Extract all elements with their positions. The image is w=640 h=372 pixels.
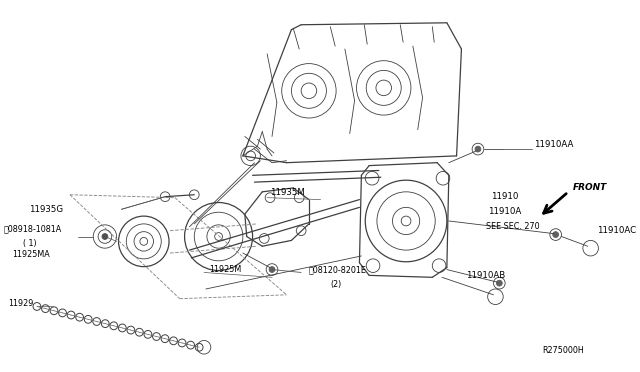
Circle shape [553,232,559,237]
Text: Ⓑ08120-8201E: Ⓑ08120-8201E [309,265,367,274]
Text: 11925MA: 11925MA [12,250,49,260]
Text: ( 1): ( 1) [23,239,37,248]
Text: 11935M: 11935M [270,188,305,197]
Text: FRONT: FRONT [573,183,607,192]
Text: R275000H: R275000H [542,346,584,355]
Text: 11910: 11910 [491,192,518,201]
Text: 11910A: 11910A [488,207,521,216]
Circle shape [497,280,502,286]
Text: 11910AA: 11910AA [534,140,573,149]
Circle shape [269,267,275,272]
Text: 11935G: 11935G [29,205,63,214]
Circle shape [102,234,108,240]
Circle shape [475,146,481,152]
Text: 11925M: 11925M [209,265,241,274]
Text: SEE SEC. 270: SEE SEC. 270 [486,222,540,231]
Text: ⓝ08918-1081A: ⓝ08918-1081A [4,224,62,233]
Text: (2): (2) [330,280,342,289]
Text: 11910AC: 11910AC [597,226,637,235]
Text: 11910AB: 11910AB [467,271,506,280]
Text: 11929: 11929 [8,299,33,308]
